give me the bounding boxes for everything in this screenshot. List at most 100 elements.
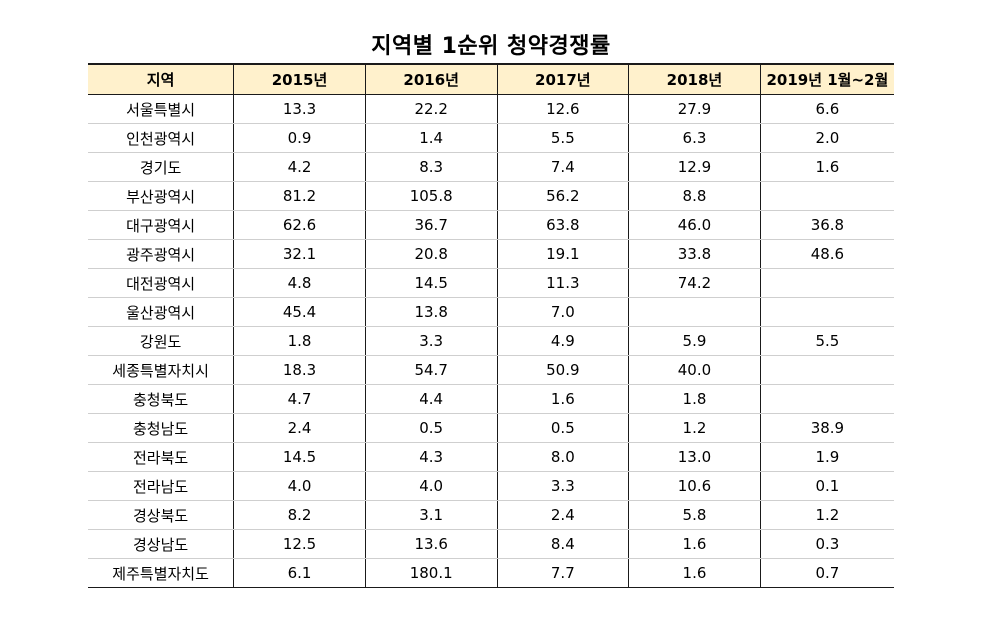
rate-cell: 2.4: [233, 413, 366, 443]
rate-cell: 0.1: [759, 471, 894, 501]
rate-cell: 12.6: [496, 94, 630, 124]
table-row: 울산광역시 45.4 13.8 7.0: [88, 297, 894, 327]
rate-cell: [759, 268, 894, 298]
rate-cell: 105.8: [364, 181, 498, 211]
table-row: 서울특별시 13.3 22.2 12.6 27.9 6.6: [88, 94, 894, 124]
rate-cell: 13.6: [364, 529, 498, 559]
rate-cell: 8.8: [628, 181, 761, 211]
region-cell: 충청북도: [88, 384, 235, 414]
table-row: 경기도 4.2 8.3 7.4 12.9 1.6: [88, 152, 894, 182]
rate-cell: 38.9: [759, 413, 894, 443]
rate-cell: 7.0: [496, 297, 630, 327]
rate-cell: 8.4: [496, 529, 630, 559]
rate-cell: 46.0: [628, 210, 761, 240]
rate-cell: 48.6: [759, 239, 894, 269]
rate-cell: 5.8: [628, 500, 761, 530]
rate-cell: 0.3: [759, 529, 894, 559]
rate-cell: 1.9: [759, 442, 894, 472]
rate-cell: 2.0: [759, 123, 894, 153]
rate-cell: 19.1: [496, 239, 630, 269]
table-row: 충청남도 2.4 0.5 0.5 1.2 38.9: [88, 413, 894, 443]
region-cell: 충청남도: [88, 413, 235, 443]
rate-cell: 4.7: [233, 384, 366, 414]
region-cell: 인천광역시: [88, 123, 235, 153]
rate-cell: 1.8: [628, 384, 761, 414]
rate-cell: 22.2: [364, 94, 498, 124]
table-row: 제주특별자치도 6.1 180.1 7.7 1.6 0.7: [88, 558, 894, 588]
rate-cell: 4.8: [233, 268, 366, 298]
rate-cell: 40.0: [628, 355, 761, 385]
region-cell: 경상남도: [88, 529, 235, 559]
rate-cell: 1.8: [233, 326, 366, 356]
rate-cell: [759, 181, 894, 211]
region-cell: 전라남도: [88, 471, 235, 501]
header-region: 지역: [88, 63, 235, 95]
table-row: 인천광역시 0.9 1.4 5.5 6.3 2.0: [88, 123, 894, 153]
header-2016: 2016년: [364, 63, 498, 95]
rate-cell: [628, 297, 761, 327]
region-cell: 대구광역시: [88, 210, 235, 240]
table-title: 지역별 1순위 청약경쟁률: [371, 34, 611, 59]
region-cell: 경기도: [88, 152, 235, 182]
rate-cell: 20.8: [364, 239, 498, 269]
rate-cell: [759, 355, 894, 385]
rate-cell: 6.3: [628, 123, 761, 153]
rate-cell: 8.3: [364, 152, 498, 182]
rate-cell: 13.3: [233, 94, 366, 124]
rate-cell: 6.1: [233, 558, 366, 588]
region-cell: 대전광역시: [88, 268, 235, 298]
rate-cell: 14.5: [364, 268, 498, 298]
rate-cell: 5.9: [628, 326, 761, 356]
rate-cell: 180.1: [364, 558, 498, 588]
rate-cell: 8.2: [233, 500, 366, 530]
region-cell: 세종특별자치시: [88, 355, 235, 385]
competition-rate-table: 지역 2015년 2016년 2017년 2018년 2019년 1월~2월 서…: [88, 63, 894, 588]
rate-cell: 11.3: [496, 268, 630, 298]
region-cell: 강원도: [88, 326, 235, 356]
rate-cell: 4.0: [364, 471, 498, 501]
rate-cell: 14.5: [233, 442, 366, 472]
rate-cell: [759, 297, 894, 327]
rate-cell: 4.9: [496, 326, 630, 356]
rate-cell: 36.7: [364, 210, 498, 240]
rate-cell: 1.6: [628, 529, 761, 559]
rate-cell: 45.4: [233, 297, 366, 327]
rate-cell: 54.7: [364, 355, 498, 385]
rate-cell: 0.7: [759, 558, 894, 588]
rate-cell: 3.3: [496, 471, 630, 501]
region-cell: 전라북도: [88, 442, 235, 472]
table-row: 대전광역시 4.8 14.5 11.3 74.2: [88, 268, 894, 298]
rate-cell: 27.9: [628, 94, 761, 124]
rate-cell: 1.2: [628, 413, 761, 443]
region-cell: 광주광역시: [88, 239, 235, 269]
table-row: 경상남도 12.5 13.6 8.4 1.6 0.3: [88, 529, 894, 559]
rate-cell: 0.9: [233, 123, 366, 153]
table-body: 서울특별시 13.3 22.2 12.6 27.9 6.6 인천광역시 0.9 1.4 5.5 6.…: [88, 94, 894, 588]
table-row: 세종특별자치시 18.3 54.7 50.9 40.0: [88, 355, 894, 385]
rate-cell: 81.2: [233, 181, 366, 211]
rate-cell: 4.2: [233, 152, 366, 182]
rate-cell: 56.2: [496, 181, 630, 211]
rate-cell: 10.6: [628, 471, 761, 501]
table-row: 전라남도 4.0 4.0 3.3 10.6 0.1: [88, 471, 894, 501]
rate-cell: 4.4: [364, 384, 498, 414]
rate-cell: [759, 384, 894, 414]
rate-cell: 50.9: [496, 355, 630, 385]
table-row: 광주광역시 32.1 20.8 19.1 33.8 48.6: [88, 239, 894, 269]
rate-cell: 1.4: [364, 123, 498, 153]
rate-cell: 1.2: [759, 500, 894, 530]
rate-cell: 6.6: [759, 94, 894, 124]
table-row: 경상북도 8.2 3.1 2.4 5.8 1.2: [88, 500, 894, 530]
rate-cell: 62.6: [233, 210, 366, 240]
rate-cell: 1.6: [759, 152, 894, 182]
rate-cell: 8.0: [496, 442, 630, 472]
rate-cell: 0.5: [364, 413, 498, 443]
rate-cell: 1.6: [496, 384, 630, 414]
rate-cell: 13.0: [628, 442, 761, 472]
rate-cell: 63.8: [496, 210, 630, 240]
header-2017: 2017년: [496, 63, 630, 95]
rate-cell: 5.5: [496, 123, 630, 153]
rate-cell: 1.6: [628, 558, 761, 588]
header-2015: 2015년: [233, 63, 366, 95]
rate-cell: 5.5: [759, 326, 894, 356]
